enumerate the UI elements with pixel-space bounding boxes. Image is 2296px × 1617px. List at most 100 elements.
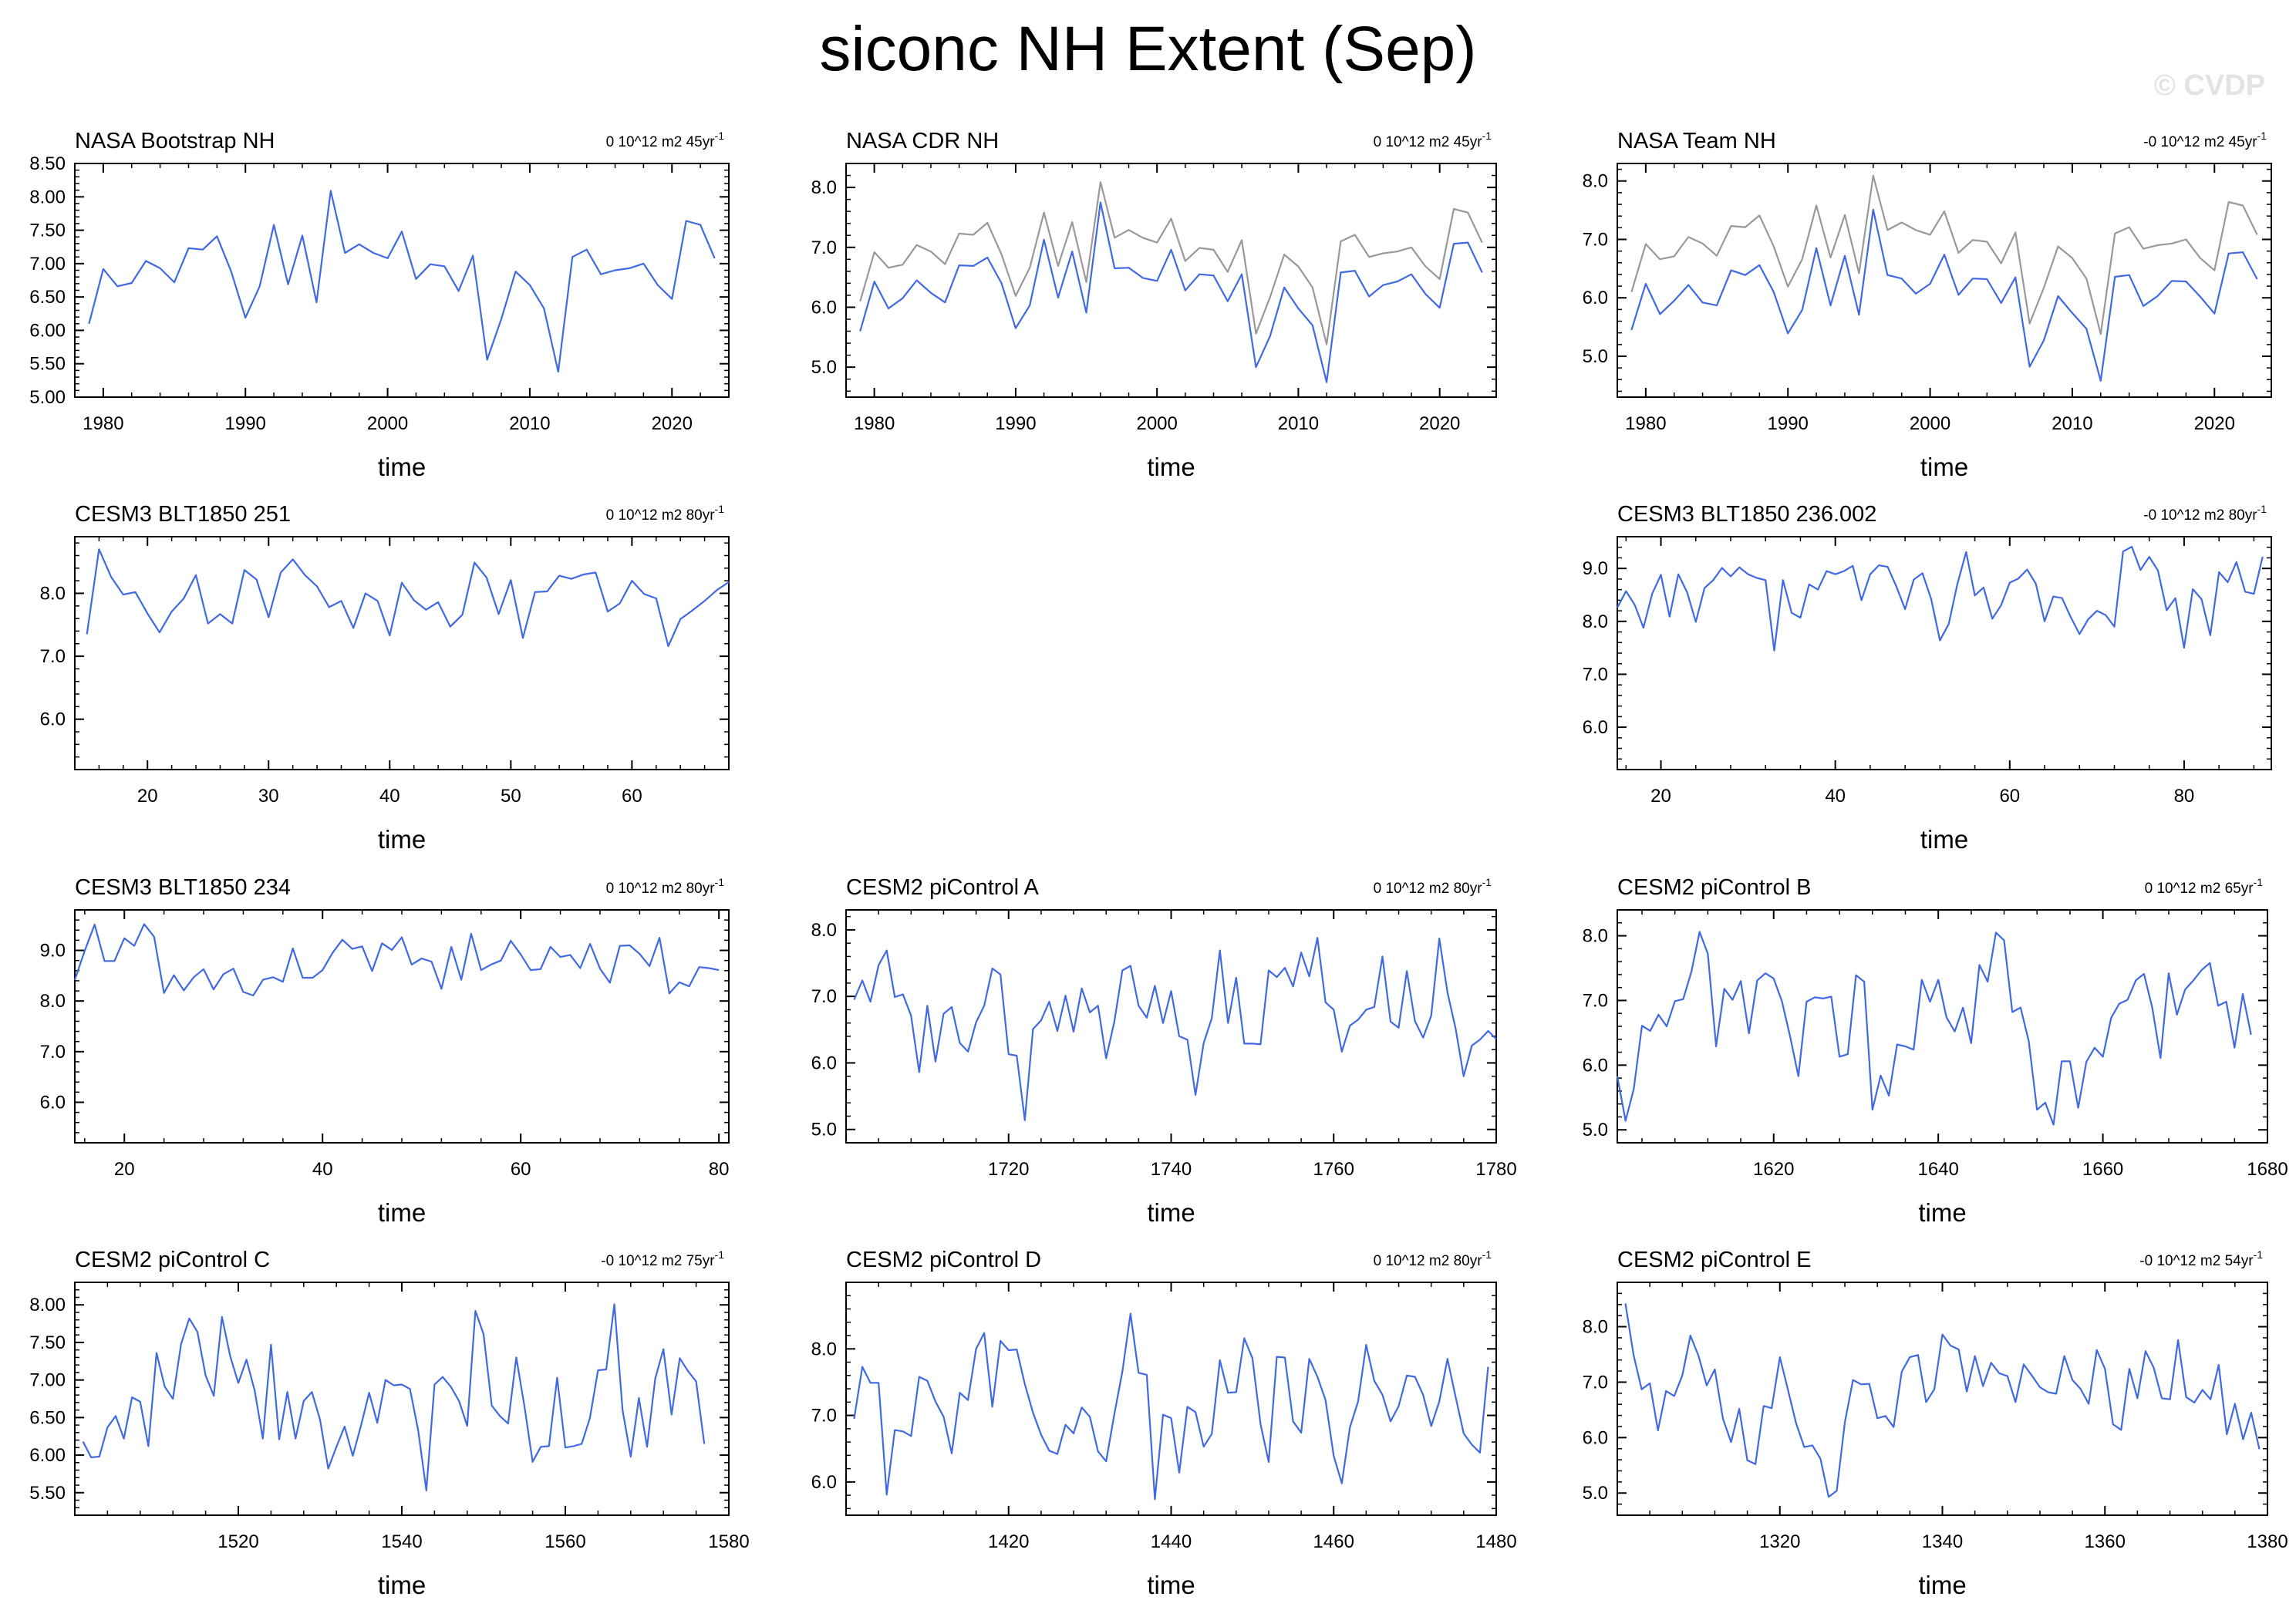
x-tick-label: 1640: [1917, 1159, 1958, 1180]
x-axis-label: time: [1920, 453, 1968, 481]
y-tick-label: 6.0: [1583, 717, 1608, 738]
y-tick-label: 7.00: [29, 254, 66, 275]
plot-frame: [74, 909, 730, 1144]
y-tick-label: 6.0: [40, 709, 66, 730]
y-tick-label: 8.0: [1583, 926, 1608, 947]
panel-title: CESM2 piControl B: [1617, 875, 1811, 900]
x-tick-label: 1990: [1768, 413, 1809, 434]
trend-text: 0 10^12 m2 65yr: [2145, 881, 2254, 897]
y-tick-label: 8.0: [1583, 171, 1608, 192]
x-tick-label: 1460: [1313, 1531, 1354, 1552]
trend-text: 0 10^12 m2 45yr: [1374, 134, 1483, 150]
obs-series-line: [859, 181, 1483, 345]
y-tick-label: 7.0: [40, 1042, 66, 1063]
x-axis-label: time: [1147, 1571, 1195, 1599]
x-tick-label: 60: [511, 1159, 531, 1180]
x-tick-label: 2010: [1278, 413, 1319, 434]
x-tick-label: 2010: [2052, 413, 2092, 434]
model-series-line: [859, 201, 1483, 383]
x-tick-label: 1580: [708, 1531, 749, 1552]
chart-panel-p5: 6.0 7.0 8.0 9.0 20 40 60 80 CESM3 BLT1850 236.00…: [1583, 502, 2272, 854]
watermark: © CVDP: [2153, 69, 2265, 102]
x-tick-label: 1620: [1753, 1159, 1794, 1180]
y-tick-label: 9.0: [1583, 558, 1608, 579]
y-tick-label: 9.0: [40, 941, 66, 962]
x-axis-label: time: [378, 453, 426, 481]
y-tick-label: 7.0: [40, 646, 66, 667]
x-tick-label: 1990: [995, 413, 1036, 434]
x-tick-label: 1990: [225, 413, 266, 434]
trend-label: -0 10^12 m2 80yr-1: [2143, 503, 2267, 524]
model-series-line: [853, 937, 1497, 1121]
chart-panel-p11: 5.0 6.0 7.0 8.0 1320 1340 1360 1380 CESM2 piCont…: [1583, 1248, 2288, 1599]
y-tick-label: 8.0: [811, 177, 837, 198]
x-axis-label: time: [1918, 1571, 1966, 1599]
x-tick-label: 40: [379, 786, 400, 807]
panel-title: CESM2 piControl E: [1617, 1248, 1811, 1272]
panel-title: CESM2 piControl D: [846, 1248, 1041, 1272]
x-tick-label: 60: [622, 786, 642, 807]
x-tick-label: 1740: [1151, 1159, 1192, 1180]
trend-label: 0 10^12 m2 80yr-1: [606, 876, 725, 897]
x-tick-label: 2000: [367, 413, 408, 434]
model-series-line: [88, 190, 716, 373]
panel-title: CESM3 BLT1850 251: [75, 502, 291, 527]
x-axis-label: time: [1920, 825, 1968, 854]
model-series-line: [853, 1312, 1489, 1501]
chart-panel-p4: 6.0 7.0 8.0 20 30 40 50 60 CESM3 BLT1850 251 0 10…: [40, 502, 730, 854]
panel-title: CESM3 BLT1850 236.002: [1617, 502, 1876, 527]
y-tick-label: 6.0: [1583, 288, 1608, 308]
y-tick-label: 6.0: [811, 297, 837, 318]
x-tick-label: 30: [258, 786, 279, 807]
chart-panel-p2: 5.0 6.0 7.0 8.0 1980 1990 2000 2010 2020 NASA CDR…: [811, 129, 1497, 481]
y-tick-label: 7.50: [29, 221, 66, 241]
y-tick-label: 5.50: [29, 1483, 66, 1504]
chart-panel-p3: 5.0 6.0 7.0 8.0 1980 1990 2000 2010 2020 NASA Tea…: [1583, 129, 2272, 481]
model-series-line: [82, 1303, 706, 1492]
trend-superscript: -1: [1482, 1248, 1492, 1261]
x-axis-label: time: [378, 825, 426, 854]
trend-superscript: -1: [715, 876, 725, 888]
panel-title: NASA Bootstrap NH: [75, 129, 275, 153]
y-tick-label: 8.50: [29, 153, 66, 174]
trend-text: -0 10^12 m2 75yr: [601, 1253, 715, 1269]
trend-label: 0 10^12 m2 80yr-1: [606, 503, 725, 524]
x-tick-label: 2000: [1136, 413, 1177, 434]
trend-label: 0 10^12 m2 45yr-1: [1374, 130, 1492, 150]
y-tick-label: 8.00: [29, 1295, 66, 1315]
y-tick-label: 6.0: [40, 1092, 66, 1113]
x-tick-label: 1340: [1922, 1531, 1963, 1552]
x-tick-label: 1680: [2247, 1159, 2288, 1180]
x-tick-label: 40: [312, 1159, 333, 1180]
trend-text: 0 10^12 m2 80yr: [1374, 881, 1483, 897]
x-tick-label: 1380: [2247, 1531, 2288, 1552]
model-series-line: [86, 548, 730, 648]
y-tick-label: 7.0: [811, 1406, 837, 1427]
y-tick-label: 7.0: [1583, 990, 1608, 1011]
y-tick-label: 8.0: [811, 1339, 837, 1359]
x-tick-label: 20: [1650, 786, 1671, 807]
plot-frame: [1617, 163, 2272, 398]
x-tick-label: 50: [501, 786, 521, 807]
chart-panel-p1: 5.00 5.50 6.00 6.50 7.00 7.50 8.00 8.50 1980 1990…: [29, 129, 730, 481]
x-tick-label: 1660: [2082, 1159, 2123, 1180]
x-tick-label: 2000: [1910, 413, 1950, 434]
y-tick-label: 5.0: [1583, 346, 1608, 367]
trend-text: -0 10^12 m2 45yr: [2143, 134, 2257, 150]
trend-text: -0 10^12 m2 54yr: [2139, 1253, 2254, 1269]
x-tick-label: 1980: [854, 413, 895, 434]
y-tick-label: 5.0: [1583, 1120, 1608, 1140]
y-tick-label: 7.00: [29, 1370, 66, 1391]
x-tick-label: 1320: [1759, 1531, 1800, 1552]
trend-label: 0 10^12 m2 80yr-1: [1374, 1248, 1492, 1269]
y-tick-label: 6.0: [811, 1472, 837, 1493]
x-tick-label: 1760: [1313, 1159, 1354, 1180]
trend-superscript: -1: [1482, 876, 1492, 888]
y-tick-label: 7.0: [1583, 1372, 1608, 1393]
x-axis-label: time: [378, 1571, 426, 1599]
trend-superscript: -1: [715, 503, 725, 515]
panel-title: NASA CDR NH: [846, 129, 999, 153]
x-tick-label: 20: [137, 786, 158, 807]
trend-superscript: -1: [2257, 130, 2267, 142]
y-tick-label: 6.00: [29, 320, 66, 341]
